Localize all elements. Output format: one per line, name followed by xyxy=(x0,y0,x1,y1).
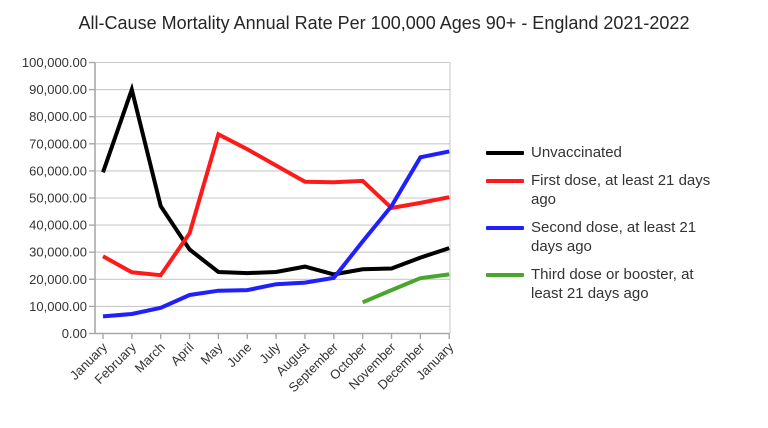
y-tick-label: 40,000.00 xyxy=(29,218,87,233)
y-tick-label: 0.00 xyxy=(62,326,87,341)
legend-label: First dose, at least 21 days ago xyxy=(531,172,711,208)
legend-swatch-line xyxy=(486,151,524,155)
legend-label: Second dose, at least 21 days ago xyxy=(531,219,697,255)
legend-item: Second dose, at least 21 days ago xyxy=(486,218,726,256)
y-tick-label: 30,000.00 xyxy=(29,245,87,260)
legend-label: Unvaccinated xyxy=(531,144,622,161)
legend-item: Third dose or booster, at least 21 days … xyxy=(486,265,726,303)
chart-legend: Unvaccinated First dose, at least 21 days… xyxy=(486,143,726,312)
series-line-second-dose xyxy=(102,149,450,319)
series-line-unvaccinated xyxy=(101,82,450,277)
y-tick-label: 60,000.00 xyxy=(29,163,87,178)
y-tick-label: 20,000.00 xyxy=(29,272,87,287)
y-tick-label: 90,000.00 xyxy=(29,82,87,97)
y-tick-label: 10,000.00 xyxy=(29,299,87,314)
legend-item: First dose, at least 21 days ago xyxy=(486,171,726,209)
y-tick-label: 100,000.00 xyxy=(22,55,87,70)
y-tick-label: 80,000.00 xyxy=(29,109,87,124)
legend-swatch-line xyxy=(486,273,524,277)
y-tick-label: 70,000.00 xyxy=(29,136,87,151)
x-tick-label: April xyxy=(168,339,197,368)
x-tick-label: March xyxy=(132,340,168,376)
series-line-first-dose xyxy=(102,131,450,278)
x-tick-label: May xyxy=(198,339,226,367)
legend-item: Unvaccinated xyxy=(486,143,726,162)
legend-label: Third dose or booster, at least 21 days … xyxy=(531,266,694,302)
x-tick-label: June xyxy=(224,340,255,371)
legend-swatch-line xyxy=(486,226,524,230)
y-tick-label: 50,000.00 xyxy=(29,191,87,206)
series-line-third-dose-or-booster xyxy=(361,272,450,305)
chart-title: All-Cause Mortality Annual Rate Per 100,… xyxy=(78,13,690,33)
legend-swatch-line xyxy=(486,179,524,183)
